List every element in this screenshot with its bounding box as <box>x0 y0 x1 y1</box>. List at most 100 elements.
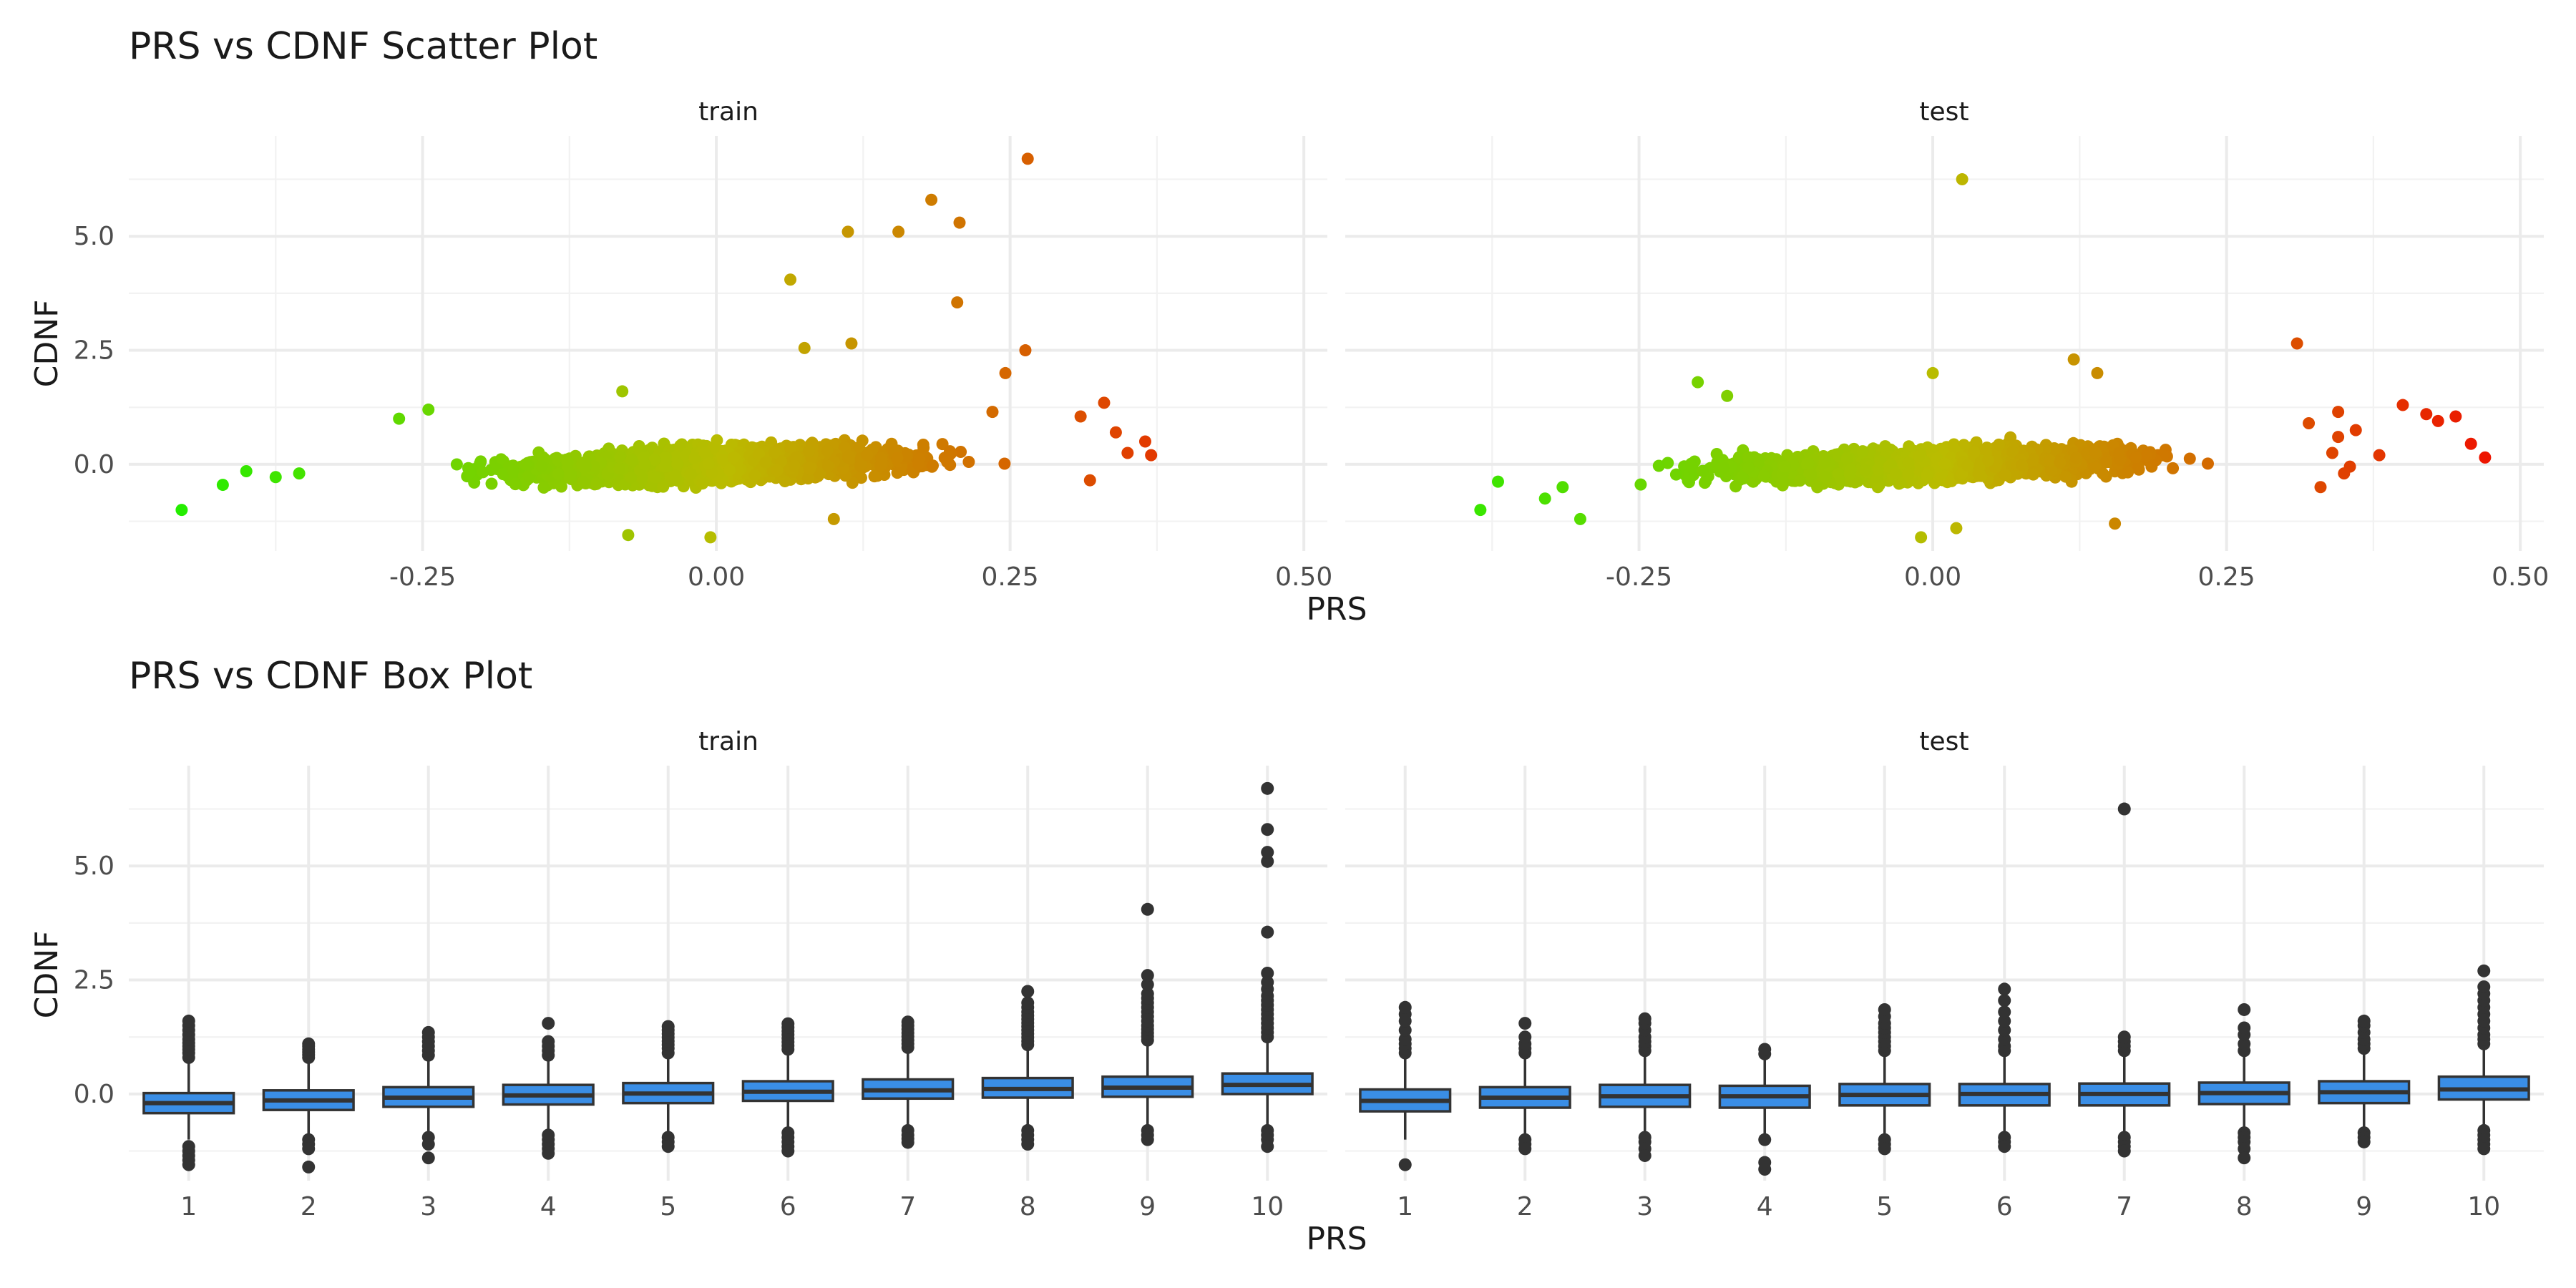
scatter-point <box>941 456 954 468</box>
scatter-point <box>552 467 565 480</box>
scatter-points <box>175 152 2492 544</box>
scatter-point <box>927 459 939 472</box>
scatter-point <box>1958 439 1970 452</box>
scatter-point <box>2122 466 2135 479</box>
scatter-point <box>874 459 887 472</box>
scatter-point <box>998 457 1011 470</box>
scatter-point <box>845 337 858 350</box>
scatter-point <box>912 457 924 470</box>
scatter-plot-title: PRS vs CDNF Scatter Plot <box>129 25 597 68</box>
scatter-point <box>671 458 684 470</box>
scatter-point <box>1634 478 1647 491</box>
scatter-point <box>1686 462 1699 474</box>
scatter-point <box>801 472 814 485</box>
scatter-point <box>393 412 406 425</box>
scatter-point <box>509 478 522 491</box>
scatter-point <box>1109 426 1122 439</box>
scatter-point <box>986 406 999 419</box>
scatter-point <box>477 466 489 479</box>
scatter-point <box>638 458 651 471</box>
scatter-point <box>962 456 975 468</box>
scatter-point <box>497 468 509 481</box>
scatter-point <box>917 439 930 451</box>
scatter-point <box>955 446 967 458</box>
scatter-point <box>1732 451 1745 464</box>
scatter-point <box>519 458 532 471</box>
scatter-point <box>717 454 729 467</box>
scatter-point <box>798 341 811 354</box>
scatter-point <box>861 449 874 462</box>
scatter-point <box>507 464 519 477</box>
scatter-point <box>900 449 913 462</box>
scatter-point <box>175 504 188 517</box>
scatter-point <box>688 452 701 464</box>
scatter-point <box>1074 410 1087 423</box>
scatter-point <box>841 225 854 238</box>
scatter-point <box>788 459 801 472</box>
scatter-point <box>1669 468 1682 481</box>
scatter-point <box>625 471 638 484</box>
scatter-point <box>784 273 797 286</box>
scatter-point <box>696 477 709 490</box>
scatter-point <box>753 448 766 460</box>
scatter-point <box>577 475 590 488</box>
scatter-point <box>464 467 477 479</box>
scatter-point <box>649 471 662 484</box>
scatter-point <box>827 512 840 525</box>
scatter-point <box>892 225 905 238</box>
scatter-point <box>2048 442 2061 454</box>
scatter-point <box>891 452 904 464</box>
scatter-point <box>704 531 717 544</box>
scatter-point <box>854 459 867 472</box>
scatter-point <box>821 444 834 457</box>
scatter-point <box>622 529 635 542</box>
scatter-point <box>216 479 229 492</box>
scatter-point <box>925 193 938 206</box>
scatter-point <box>293 467 306 480</box>
scatter-point <box>748 469 761 482</box>
scatter-point <box>613 462 626 475</box>
scatter-point <box>784 441 796 454</box>
scatter-point <box>868 470 881 483</box>
scatter-point <box>759 456 772 469</box>
scatter-point <box>2140 449 2152 462</box>
scatter-point <box>2059 470 2072 483</box>
scatter-point <box>1138 435 1151 448</box>
scatter-point <box>822 459 835 472</box>
scatter-point <box>1021 152 1034 165</box>
scatter-point <box>580 460 592 473</box>
scatter-point <box>468 476 481 489</box>
scatter-point <box>240 464 253 477</box>
scatter-point <box>853 441 866 454</box>
scatter-point <box>769 447 781 459</box>
scatter-point <box>698 447 711 459</box>
scatter-point <box>657 480 670 493</box>
scatter-point <box>953 216 966 229</box>
scatter-point <box>1878 441 1891 454</box>
scatter-point <box>814 467 826 480</box>
scatter-point <box>648 454 661 466</box>
scatter-point <box>2202 457 2214 470</box>
scatter-point <box>450 458 463 471</box>
scatter-point <box>485 477 498 490</box>
scatter-point <box>616 385 629 398</box>
scatter-point <box>841 451 854 464</box>
scatter-point <box>1098 396 1111 409</box>
scatter-point <box>951 296 964 309</box>
scatter-point <box>422 403 435 416</box>
scatter-point <box>2167 462 2180 474</box>
scatter-point <box>771 464 784 477</box>
scatter-point <box>1699 477 1711 489</box>
scatter-point <box>803 462 816 474</box>
scatter-point <box>561 456 574 469</box>
scatter-point <box>723 464 736 477</box>
scatter-point <box>1083 474 1096 487</box>
scatter-point <box>1652 459 1665 472</box>
scatter-point <box>1121 447 1134 459</box>
scatter-point <box>684 467 697 480</box>
scatter-point <box>802 445 815 457</box>
scatter-point <box>625 454 638 467</box>
scatter-point <box>669 472 682 484</box>
scatter-point <box>702 457 715 470</box>
